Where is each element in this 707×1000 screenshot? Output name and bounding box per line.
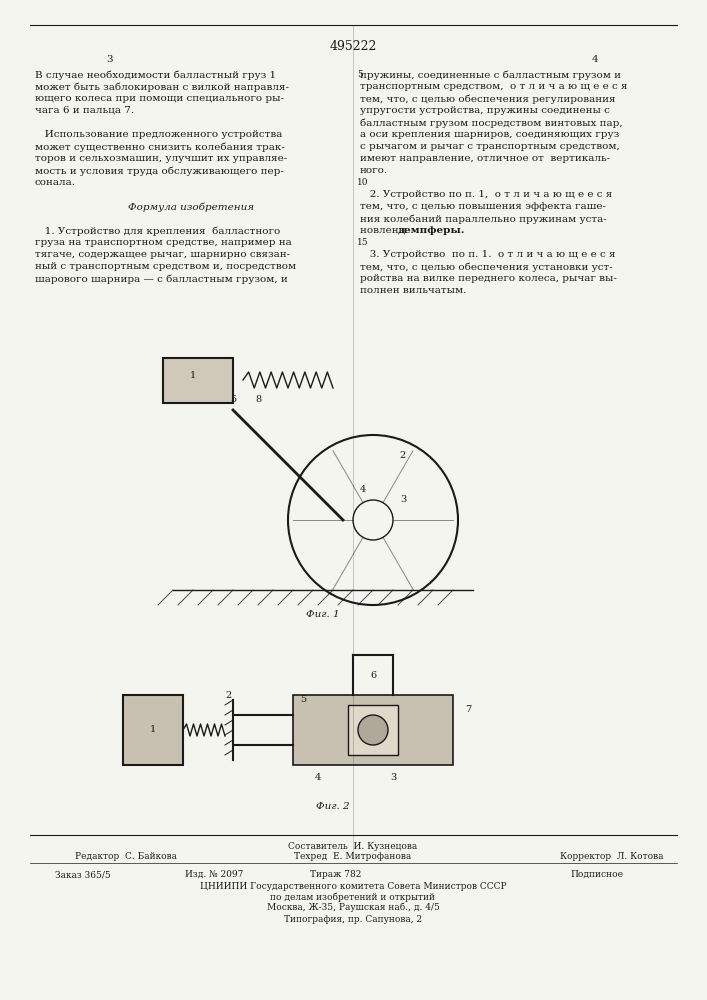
Text: может быть заблокирован с вилкой направля-: может быть заблокирован с вилкой направл… [35, 82, 289, 92]
Text: 5: 5 [357, 70, 363, 79]
Text: 1. Устройство для крепления  балластного: 1. Устройство для крепления балластного [35, 226, 280, 235]
Text: В случае необходимости балластный груз 1: В случае необходимости балластный груз 1 [35, 70, 276, 80]
Text: Корректор  Л. Котова: Корректор Л. Котова [560, 852, 663, 861]
Text: Заказ 365/5: Заказ 365/5 [55, 870, 111, 879]
Circle shape [358, 715, 388, 745]
Text: 6: 6 [370, 670, 376, 680]
Text: Тираж 782: Тираж 782 [310, 870, 361, 879]
Text: сонала.: сонала. [35, 178, 76, 187]
Text: 1: 1 [190, 370, 196, 379]
Text: упругости устройства, пружины соединены с: упругости устройства, пружины соединены … [360, 106, 610, 115]
Text: 3: 3 [390, 772, 396, 782]
Text: 3. Устройство  по п. 1.  о т л и ч а ю щ е е с я: 3. Устройство по п. 1. о т л и ч а ю щ е… [360, 250, 616, 259]
Text: 4: 4 [315, 772, 321, 782]
Text: Формула изобретения: Формула изобретения [129, 202, 255, 212]
Text: 4: 4 [592, 55, 598, 64]
Text: тем, что, с целью обеспечения установки уст-: тем, что, с целью обеспечения установки … [360, 262, 613, 271]
Text: ройства на вилке переднего колеса, рычаг вы-: ройства на вилке переднего колеса, рычаг… [360, 274, 617, 283]
Text: 8: 8 [255, 395, 261, 404]
Text: Подписное: Подписное [570, 870, 623, 879]
Text: тягаче, содержащее рычаг, шарнирно связан-: тягаче, содержащее рычаг, шарнирно связа… [35, 250, 290, 259]
Text: новлены: новлены [360, 226, 410, 235]
Text: 495222: 495222 [329, 40, 377, 53]
Text: 5: 5 [230, 395, 236, 404]
Text: шарового шарнира — с балластным грузом, и: шарового шарнира — с балластным грузом, … [35, 274, 288, 284]
Text: 3: 3 [107, 55, 113, 64]
Text: чага 6 и пальца 7.: чага 6 и пальца 7. [35, 106, 134, 115]
Text: 2: 2 [400, 450, 406, 460]
Text: Изд. № 2097: Изд. № 2097 [185, 870, 243, 879]
Text: имеют направление, отличное от  вертикаль-: имеют направление, отличное от вертикаль… [360, 154, 610, 163]
Text: может существенно снизить колебания трак-: может существенно снизить колебания трак… [35, 142, 285, 151]
Text: пружины, соединенные с балластным грузом и: пружины, соединенные с балластным грузом… [360, 70, 621, 80]
FancyBboxPatch shape [163, 358, 233, 402]
Text: тем, что, с целью обеспечения регулирования: тем, что, с целью обеспечения регулирова… [360, 94, 616, 104]
Text: 15: 15 [357, 238, 368, 247]
Text: полнен вильчатым.: полнен вильчатым. [360, 286, 467, 295]
Text: 4: 4 [360, 486, 366, 494]
Text: груза на транспортном средстве, например на: груза на транспортном средстве, например… [35, 238, 292, 247]
Text: ЦНИИПИ Государственного комитета Совета Министров СССР: ЦНИИПИ Государственного комитета Совета … [199, 882, 506, 891]
Text: демпферы.: демпферы. [398, 226, 465, 235]
FancyBboxPatch shape [293, 695, 453, 765]
Text: 5: 5 [300, 696, 306, 704]
Text: по делам изобретений и открытий: по делам изобретений и открытий [271, 892, 436, 902]
Text: 2: 2 [226, 690, 232, 700]
Text: Фиг. 1: Фиг. 1 [306, 610, 340, 619]
Text: торов и сельхозмашин, улучшит их управляе-: торов и сельхозмашин, улучшит их управля… [35, 154, 287, 163]
Text: Редактор  С. Байкова: Редактор С. Байкова [75, 852, 177, 861]
Text: Типография, пр. Сапунова, 2: Типография, пр. Сапунова, 2 [284, 915, 422, 924]
Text: Использование предложенного устройства: Использование предложенного устройства [35, 130, 282, 139]
Text: с рычагом и рычаг с транспортным средством,: с рычагом и рычаг с транспортным средств… [360, 142, 620, 151]
Text: 7: 7 [465, 706, 471, 714]
Text: транспортным средством,  о т л и ч а ю щ е е с я: транспортным средством, о т л и ч а ю щ … [360, 82, 628, 91]
FancyBboxPatch shape [123, 695, 183, 765]
Text: а оси крепления шарниров, соединяющих груз: а оси крепления шарниров, соединяющих гр… [360, 130, 619, 139]
FancyBboxPatch shape [348, 705, 398, 755]
Text: тем, что, с целью повышения эффекта гаше-: тем, что, с целью повышения эффекта гаше… [360, 202, 606, 211]
Text: 1: 1 [150, 726, 156, 734]
Text: мость и условия труда обслуживающего пер-: мость и условия труда обслуживающего пер… [35, 166, 284, 176]
Text: Фиг. 2: Фиг. 2 [316, 802, 350, 811]
Text: 3: 3 [400, 495, 406, 504]
Text: 2. Устройство по п. 1,  о т л и ч а ю щ е е с я: 2. Устройство по п. 1, о т л и ч а ю щ е… [360, 190, 612, 199]
Text: 10: 10 [357, 178, 368, 187]
Text: балластным грузом посредством винтовых пар,: балластным грузом посредством винтовых п… [360, 118, 623, 127]
Text: ющего колеса при помощи специального ры-: ющего колеса при помощи специального ры- [35, 94, 284, 103]
Text: Москва, Ж-35, Раушская наб., д. 4/5: Москва, Ж-35, Раушская наб., д. 4/5 [267, 902, 440, 912]
Text: ного.: ного. [360, 166, 388, 175]
Text: Составитель  И. Кузнецова: Составитель И. Кузнецова [288, 842, 418, 851]
Text: Техред  Е. Митрофанова: Техред Е. Митрофанова [294, 852, 411, 861]
Text: ния колебаний параллельно пружинам уста-: ния колебаний параллельно пружинам уста- [360, 214, 607, 224]
Text: ный с транспортным средством и, посредством: ный с транспортным средством и, посредст… [35, 262, 296, 271]
